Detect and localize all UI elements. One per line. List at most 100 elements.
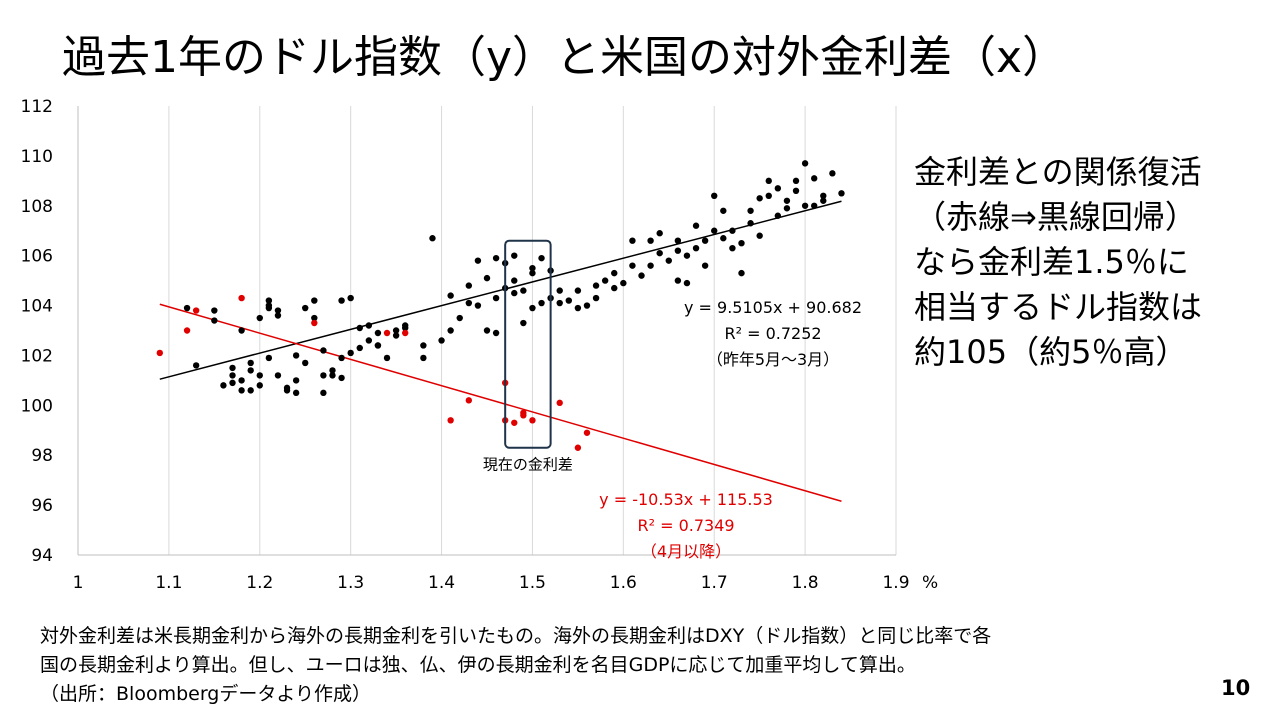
- note-line: 金利差との関係復活: [914, 153, 1202, 191]
- black-data-point: [592, 294, 600, 302]
- red-data-point: [511, 419, 518, 426]
- x-tick-label: 1.7: [701, 573, 728, 593]
- black-data-point: [374, 329, 382, 337]
- current-spread-label: 現在の金利差: [483, 456, 573, 474]
- black-data-point: [765, 177, 772, 185]
- black-data-point: [474, 302, 482, 309]
- black-data-point: [274, 372, 282, 379]
- black-data-point: [692, 244, 700, 252]
- black-data-point: [311, 297, 318, 304]
- red-data-point: [311, 319, 318, 327]
- black-data-point: [792, 187, 800, 195]
- black-trendline: [159, 200, 842, 380]
- black-data-point: [529, 304, 536, 312]
- black-data-point: [592, 282, 600, 289]
- y-tick-label: 100: [21, 396, 53, 416]
- red-data-point: [383, 329, 391, 337]
- current-spread-box: [504, 239, 552, 449]
- x-axis-unit: %: [922, 573, 938, 593]
- black-data-point: [747, 220, 754, 227]
- black-data-point: [238, 327, 245, 334]
- black-data-point: [402, 322, 409, 329]
- black-data-point: [811, 202, 818, 209]
- red-data-point: [238, 294, 245, 302]
- black-data-point: [738, 269, 745, 277]
- black-data-point: [465, 282, 473, 289]
- black-data-point: [801, 202, 809, 209]
- y-tick-label: 102: [21, 346, 53, 366]
- black-data-point: [683, 279, 691, 287]
- black-data-point: [356, 344, 363, 352]
- black-data-point: [247, 367, 254, 374]
- black-data-point: [647, 262, 654, 269]
- grid-layer: [77, 106, 897, 555]
- black-data-point: [520, 287, 527, 294]
- red-data-point: [556, 399, 563, 407]
- black-data-point: [338, 374, 345, 382]
- x-tick-label: 1: [73, 573, 84, 593]
- black-data-point: [711, 227, 718, 234]
- footnote-line: 対外金利差は米長期金利から海外の長期金利を引いたもの。海外の長期金利はDXY（ド…: [40, 625, 992, 647]
- black-data-point: [656, 230, 663, 237]
- black-data-point: [565, 297, 572, 304]
- black-data-point: [774, 185, 782, 192]
- red-data-point: [447, 417, 454, 424]
- black-data-point: [620, 279, 627, 287]
- axis-layer: 1 1.1 1.2 1.3 1.4 1.5 1.6 1.7 1.8 1.9 94 96 98 100 102…: [21, 97, 910, 593]
- x-tick-label: 1.2: [246, 573, 273, 593]
- y-tick-label: 104: [21, 297, 53, 317]
- black-data-point: [292, 377, 300, 384]
- note-line: 約105（約5％高）: [914, 333, 1188, 371]
- black-data-point: [356, 324, 363, 332]
- black-data-point: [256, 382, 263, 389]
- y-tick-label: 106: [21, 247, 53, 267]
- black-data-point: [729, 244, 736, 252]
- x-tick-label: 1.5: [519, 573, 546, 593]
- black-data-point: [683, 252, 691, 259]
- red-equation-line-1: y = -10.53x + 115.53: [599, 490, 773, 509]
- black-data-point: [656, 249, 663, 257]
- black-data-point: [238, 387, 245, 394]
- black-data-point: [483, 327, 491, 334]
- black-data-point: [420, 342, 427, 349]
- note-line: 相当するドル指数は: [914, 288, 1203, 326]
- black-data-point: [420, 354, 427, 362]
- black-data-point: [647, 237, 654, 244]
- x-tick-label: 1.3: [337, 573, 364, 593]
- trendline-layer: [159, 200, 842, 502]
- black-data-point: [329, 372, 336, 379]
- black-data-point: [720, 235, 727, 242]
- y-tick-label: 94: [31, 546, 53, 566]
- black-data-point: [483, 274, 491, 282]
- black-data-point: [701, 262, 709, 269]
- black-data-point: [820, 197, 827, 204]
- black-data-point: [256, 314, 263, 322]
- black-data-point: [638, 272, 645, 279]
- black-data-point: [274, 312, 282, 319]
- black-data-point: [538, 254, 545, 262]
- black-data-point: [338, 354, 345, 362]
- black-data-point: [511, 277, 518, 284]
- red-data-point: [465, 397, 473, 404]
- black-equation-line-3: （昨年5月～3月）: [707, 350, 839, 369]
- black-data-point: [511, 252, 518, 259]
- black-data-point: [783, 197, 791, 204]
- black-data-point: [692, 222, 700, 229]
- black-data-point: [365, 322, 373, 329]
- black-data-point: [756, 232, 763, 239]
- black-data-point: [611, 269, 618, 277]
- red-data-point: [520, 412, 527, 419]
- black-equation-line-2: R² = 0.7252: [724, 324, 821, 343]
- black-data-point: [229, 379, 236, 387]
- black-data-point: [474, 257, 482, 264]
- page-number: 10: [1221, 676, 1251, 700]
- footnote-line: 国の長期金利より算出。但し、ユーロは独、仏、伊の長期金利を名目GDPに応じて加重…: [40, 654, 916, 676]
- note-line: なら金利差1.5％に: [914, 243, 1189, 281]
- black-data-point: [465, 299, 473, 307]
- black-data-point: [838, 190, 845, 197]
- points-layer: [156, 160, 845, 451]
- y-tick-label: 98: [31, 446, 53, 466]
- y-tick-label: 110: [21, 147, 53, 167]
- black-data-point: [183, 304, 191, 312]
- black-data-point: [283, 387, 291, 394]
